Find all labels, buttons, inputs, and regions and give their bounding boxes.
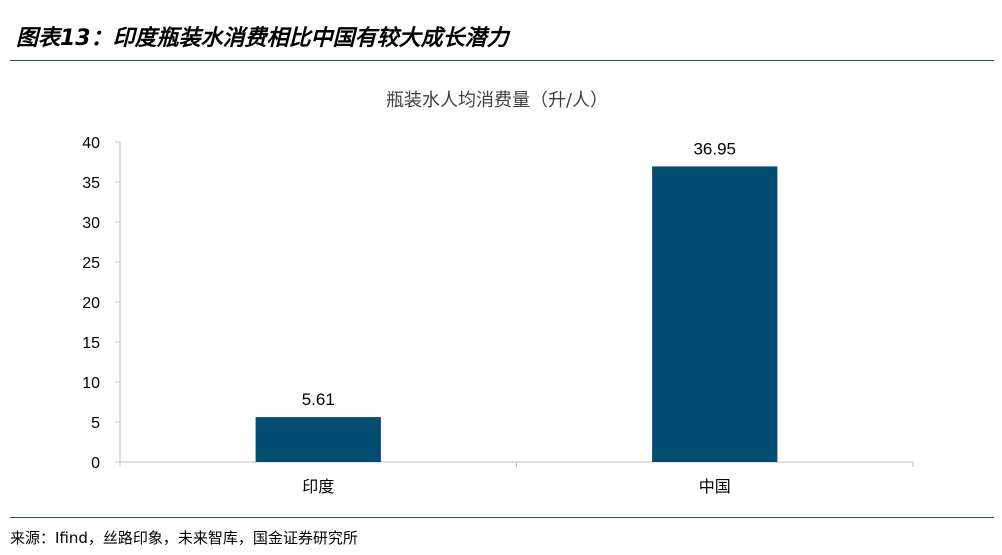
y-tick-label: 0 xyxy=(91,455,100,472)
bar-2 xyxy=(652,166,778,462)
y-tick-label: 5 xyxy=(91,415,100,432)
y-axis: 0 5 10 15 20 25 30 35 40 xyxy=(82,135,121,472)
y-tick-label: 40 xyxy=(82,135,100,152)
y-tick-label: 15 xyxy=(82,335,100,352)
y-tick-label: 10 xyxy=(82,375,100,392)
x-axis: 印度 中国 xyxy=(119,461,914,496)
bars: 5.61 36.95 xyxy=(255,139,778,462)
bottom-divider xyxy=(10,517,994,518)
y-tick-label: 30 xyxy=(82,215,100,232)
y-tick-label: 35 xyxy=(82,175,100,192)
bar-chart: 瓶装水人均消费量（升/人） 0 5 10 15 20 25 30 35 40 印度 中国 5.61… xyxy=(82,90,914,496)
top-divider xyxy=(10,60,994,61)
data-label-2: 36.95 xyxy=(693,139,736,158)
bar-1 xyxy=(255,417,381,462)
x-category-label: 印度 xyxy=(302,477,334,496)
data-label-1: 5.61 xyxy=(302,390,335,409)
chart-title: 瓶装水人均消费量（升/人） xyxy=(386,90,608,111)
y-tick-label: 20 xyxy=(82,295,100,312)
x-category-label: 中国 xyxy=(699,477,731,496)
source-note: 来源：Ifind，丝路印象，未来智库，国金证券研究所 xyxy=(10,529,358,547)
figure-title: 图表13：印度瓶装水消费相比中国有较大成长潜力 xyxy=(16,26,509,51)
y-tick-label: 25 xyxy=(82,255,100,272)
